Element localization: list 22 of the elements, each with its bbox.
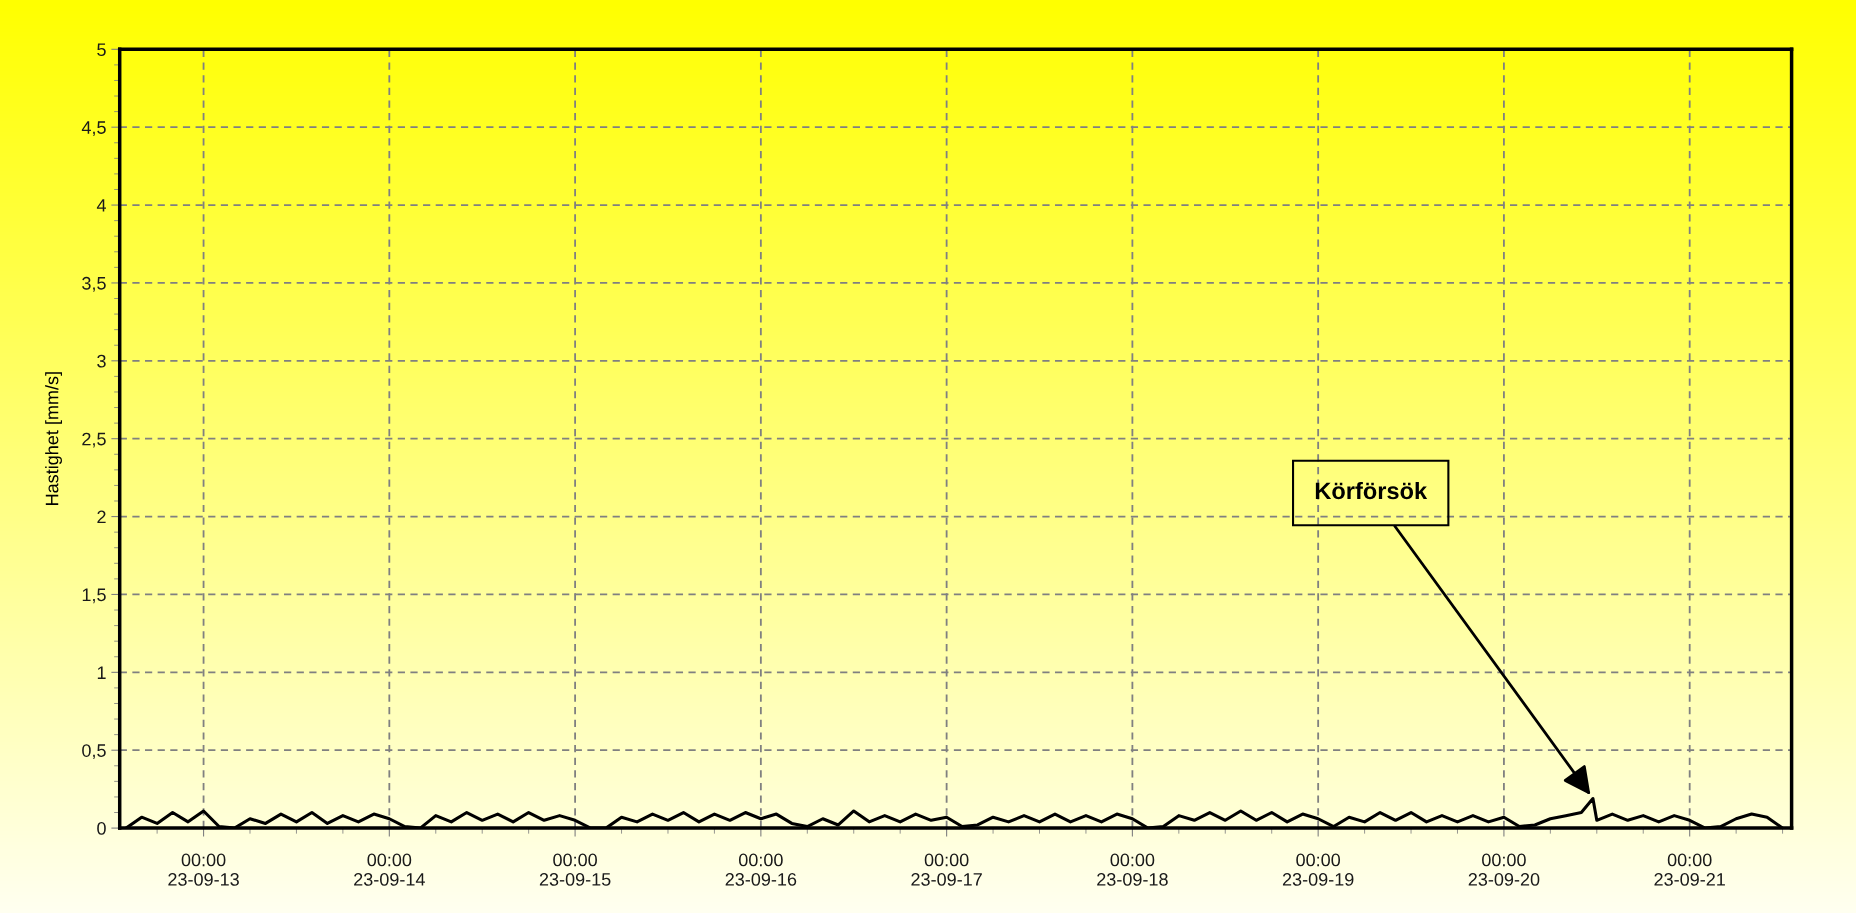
x-tick-label: 00:00 23-09-16 <box>725 853 797 886</box>
x-tick-label: 00:00 23-09-18 <box>1097 853 1168 886</box>
x-tick-label: 00:00 23-09-14 <box>354 853 425 886</box>
y-tick-label: 3,5 <box>82 276 106 292</box>
y-tick-label: 3 <box>97 354 106 368</box>
y-tick-label: 0 <box>97 822 106 835</box>
x-tick-label: 00:00 23-09-20 <box>1468 853 1540 886</box>
annotation: Körförsök <box>1315 481 1428 500</box>
y-tick-label: 5 <box>97 43 106 57</box>
y-tick-label: 0,5 <box>82 744 106 760</box>
y-tick-label: 1,5 <box>82 588 106 604</box>
y-tick-label: 4 <box>96 199 106 212</box>
y-tick-label: 4,5 <box>81 121 106 137</box>
x-tick-label: 00:00 23-09-15 <box>539 853 611 886</box>
y-tick-label: 2,5 <box>82 432 106 448</box>
y-tick-label: 2 <box>97 510 106 524</box>
y-axis-title: Hastighet [mm/s] <box>45 372 62 505</box>
x-tick-label: 00:00 23-09-17 <box>911 853 982 886</box>
x-tick-label: 00:00 23-09-21 <box>1654 853 1725 886</box>
x-tick-label: 00:00 23-09-13 <box>168 853 239 886</box>
y-tick-label: 1 <box>97 666 106 679</box>
x-tick-label: 00:00 23-09-19 <box>1282 853 1354 886</box>
